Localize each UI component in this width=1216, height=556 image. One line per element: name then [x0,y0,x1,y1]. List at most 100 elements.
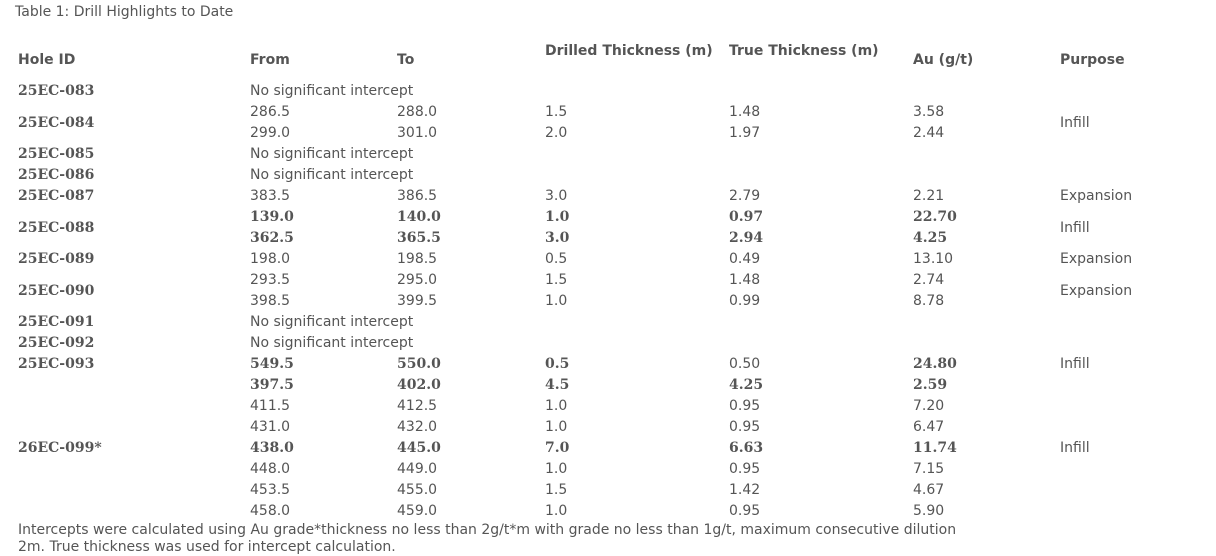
from-cell: 139.0 [250,209,294,225]
from-cell: 299.0 [250,125,291,141]
no-intercept-note: No significant intercept [250,146,414,162]
au-grade-cell: 2.44 [913,125,945,141]
drilled-thickness-cell: 1.0 [545,398,568,414]
purpose-cell: Expansion [1060,282,1133,299]
drilled-thickness-cell: 4.5 [545,377,570,393]
true-thickness-cell: 0.95 [729,503,761,519]
hole-id-cell: 25EC-086 [18,167,95,183]
table-row: 25EC-084 286.5 288.0 1.5 1.48 3.58 Infill [15,102,1195,131]
au-grade-cell: 11.74 [913,440,957,456]
table-header-row: Hole ID From To Drilled Thickness (m) Tr… [15,43,1195,81]
hole-id-cell: 25EC-084 [18,114,95,131]
hole-id-cell: 25EC-085 [18,146,95,162]
from-cell: 458.0 [250,503,291,519]
purpose-cell: Expansion [1060,251,1133,267]
from-cell: 293.5 [250,272,291,288]
purpose-cell [1057,144,1195,165]
header-purpose: Purpose [1060,52,1125,68]
au-grade-cell: 4.25 [913,230,948,246]
no-intercept-note: No significant intercept [250,83,414,99]
drilled-thickness-cell: 0.5 [545,356,570,372]
to-cell: 455.0 [397,482,438,498]
hole-id-cell: 25EC-087 [18,188,95,204]
true-thickness-cell: 0.95 [729,419,761,435]
table-row: 397.5 402.0 4.5 4.25 2.59 [15,375,1195,396]
table-row: 25EC-083 No significant intercept [15,81,1195,102]
true-thickness-cell: 1.42 [729,482,761,498]
drilled-thickness-cell: 1.0 [545,293,568,309]
au-grade-cell: 7.15 [913,461,945,477]
to-cell: 399.5 [397,293,438,309]
drill-highlights-table: Hole ID From To Drilled Thickness (m) Tr… [15,43,1195,522]
table-row: 25EC-086 No significant intercept [15,165,1195,186]
au-grade-cell: 2.21 [913,188,945,204]
from-cell: 431.0 [250,419,291,435]
no-intercept-note: No significant intercept [250,167,414,183]
true-thickness-cell: 4.25 [729,377,764,393]
true-thickness-cell: 0.95 [729,461,761,477]
to-cell: 550.0 [397,356,441,372]
purpose-cell: Infill [1060,219,1090,236]
true-thickness-cell: 0.49 [729,251,761,267]
from-cell: 448.0 [250,461,291,477]
true-thickness-cell: 1.97 [729,125,761,141]
drilled-thickness-cell: 7.0 [545,440,570,456]
table-row: 26EC-099* 438.0 445.0 7.0 6.63 11.74 Infill [15,438,1195,459]
au-grade-cell: 3.58 [913,104,945,120]
to-cell: 459.0 [397,503,438,519]
au-grade-cell: 8.78 [913,293,945,309]
table-row: 25EC-089 198.0 198.5 0.5 0.49 13.10 Expansion [15,249,1195,270]
table-row: 25EC-085 No significant intercept [15,144,1195,165]
table-row: 25EC-087 383.5 386.5 3.0 2.79 2.21 Expansion [15,186,1195,207]
table-row: 411.5 412.5 1.0 0.95 7.20 [15,396,1195,417]
drilled-thickness-cell: 2.0 [545,125,568,141]
header-to: To [397,52,415,68]
hole-id-cell: 25EC-089 [18,251,95,267]
drilled-thickness-cell: 1.0 [545,419,568,435]
header-from: From [250,52,290,68]
au-grade-cell: 2.59 [913,377,948,393]
au-grade-cell: 2.74 [913,272,945,288]
hole-id-cell: 25EC-093 [18,356,95,372]
purpose-cell [1057,81,1195,102]
to-cell: 402.0 [397,377,441,393]
to-cell: 445.0 [397,440,441,456]
from-cell: 438.0 [250,440,294,456]
drilled-thickness-cell: 1.5 [545,272,568,288]
au-grade-cell: 4.67 [913,482,945,498]
drilled-thickness-cell: 3.0 [545,230,570,246]
table-row: 448.0 449.0 1.0 0.95 7.15 [15,459,1195,480]
from-cell: 286.5 [250,104,291,120]
drilled-thickness-cell: 1.0 [545,503,568,519]
drilled-thickness-cell: 0.5 [545,251,568,267]
drilled-thickness-cell: 1.5 [545,482,568,498]
table-row: 299.0 301.0 2.0 1.97 2.44 [15,123,1195,144]
to-cell: 386.5 [397,188,438,204]
purpose-cell [1057,165,1195,186]
header-hole-id: Hole ID [18,52,76,68]
hole-id-cell: 25EC-083 [18,83,95,99]
table-row: 25EC-091 No significant intercept [15,312,1195,333]
table-row: 25EC-088 139.0 140.0 1.0 0.97 22.70 Infill [15,207,1195,236]
true-thickness-cell: 0.95 [729,398,761,414]
table-row: 398.5 399.5 1.0 0.99 8.78 [15,291,1195,312]
no-intercept-note: No significant intercept [250,335,414,351]
to-cell: 412.5 [397,398,438,414]
true-thickness-cell: 2.79 [729,188,761,204]
true-thickness-cell: 1.48 [729,104,761,120]
table-row: 25EC-093 549.5 550.0 0.5 0.50 24.80 Infill [15,354,1195,375]
table-caption: Table 1: Drill Highlights to Date [15,4,234,20]
to-cell: 288.0 [397,104,438,120]
drilled-thickness-cell: 1.5 [545,104,568,120]
from-cell: 198.0 [250,251,291,267]
hole-id-cell: 25EC-092 [18,335,95,351]
hole-id-cell: 25EC-090 [18,282,95,299]
table-row: 458.0 459.0 1.0 0.95 5.90 [15,501,1195,522]
true-thickness-cell: 1.48 [729,272,761,288]
purpose-cell [1057,333,1195,354]
table-row: 362.5 365.5 3.0 2.94 4.25 [15,228,1195,249]
header-au: Au (g/t) [913,52,974,68]
table-body: 25EC-083 No significant intercept 25EC-084… [15,81,1195,522]
true-thickness-cell: 0.97 [729,209,764,225]
au-grade-cell: 13.10 [913,251,954,267]
